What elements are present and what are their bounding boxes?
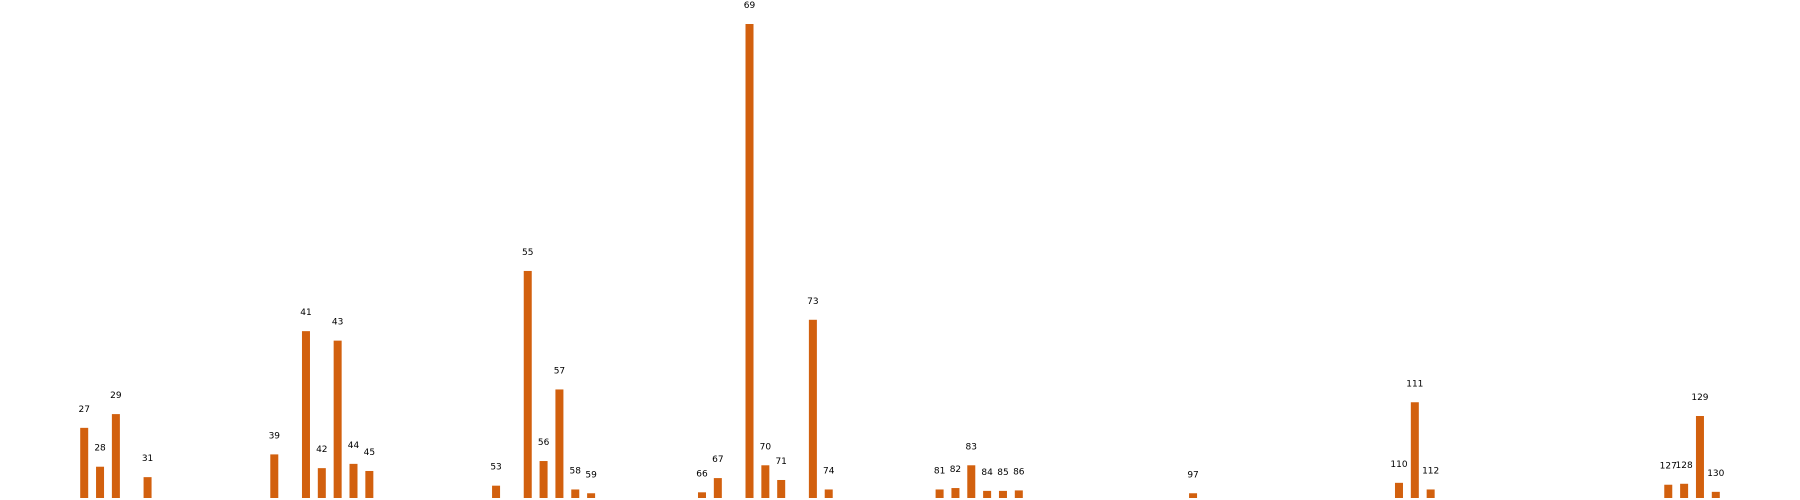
bar-97: [1189, 493, 1198, 498]
bar-127: [1664, 484, 1673, 498]
bar-55: [523, 270, 532, 498]
bar-label-56: 56: [538, 438, 550, 448]
bar-label-55: 55: [522, 248, 533, 258]
bar-series: [80, 24, 1720, 498]
bar-82: [951, 488, 960, 498]
bar-label-74: 74: [823, 466, 835, 476]
bar-83: [967, 465, 976, 498]
bar-label-83: 83: [966, 442, 977, 452]
bar-53: [492, 485, 501, 498]
bar-label-series: 27 28 29 31 39 41 42 43 44 45 53 55 56 57 58 59 66 67 69 70…: [78, 1, 1724, 480]
bar-label-31: 31: [142, 454, 153, 464]
bar-44: [349, 463, 358, 498]
bar-label-84: 84: [981, 468, 993, 478]
bar-56: [539, 461, 548, 498]
bar-label-43: 43: [332, 318, 343, 328]
bar-86: [1014, 490, 1023, 498]
bar-label-82: 82: [950, 465, 961, 475]
bar-28: [96, 466, 105, 498]
bar-label-39: 39: [269, 431, 281, 441]
bar-label-97: 97: [1187, 470, 1198, 480]
bar-45: [365, 470, 374, 498]
bar-label-67: 67: [712, 455, 723, 465]
bar-57: [555, 389, 564, 498]
bar-84: [983, 490, 992, 498]
bar-label-53: 53: [490, 463, 501, 473]
bar-66: [697, 492, 706, 498]
bar-85: [998, 490, 1007, 498]
bar-59: [587, 493, 596, 498]
bar-label-86: 86: [1013, 467, 1025, 477]
bar-label-44: 44: [348, 441, 360, 451]
bar-label-81: 81: [934, 466, 945, 476]
bar-label-73: 73: [807, 297, 818, 307]
bar-label-27: 27: [78, 405, 89, 415]
bar-31: [143, 477, 152, 498]
bar-111: [1410, 402, 1419, 498]
bar-73: [808, 319, 817, 498]
bar-label-112: 112: [1422, 466, 1439, 476]
bar-71: [777, 479, 786, 498]
bar-27: [80, 427, 89, 498]
bar-67: [713, 478, 722, 498]
bar-130: [1711, 491, 1720, 498]
bar-label-129: 129: [1691, 393, 1708, 403]
bar-label-42: 42: [316, 445, 327, 455]
bar-label-29: 29: [110, 391, 122, 401]
bar-81: [935, 489, 944, 498]
bar-label-69: 69: [744, 1, 756, 11]
bar-41: [301, 331, 310, 498]
bar-43: [333, 340, 342, 498]
bar-112: [1426, 489, 1435, 498]
bar-label-41: 41: [300, 308, 311, 318]
bar-label-57: 57: [554, 366, 565, 376]
bar-58: [571, 489, 580, 498]
bar-label-71: 71: [775, 457, 786, 467]
bar-74: [824, 489, 833, 498]
bar-label-66: 66: [696, 469, 708, 479]
bar-39: [270, 454, 279, 498]
bar-label-111: 111: [1406, 379, 1423, 389]
bar-128: [1680, 483, 1689, 498]
bar-label-58: 58: [570, 466, 582, 476]
bar-label-128: 128: [1676, 461, 1693, 471]
bar-label-110: 110: [1390, 460, 1407, 470]
bar-label-59: 59: [585, 470, 597, 480]
bar-label-85: 85: [997, 468, 1008, 478]
bar-label-130: 130: [1707, 469, 1724, 479]
bar-29: [111, 414, 120, 498]
bar-42: [317, 468, 326, 498]
bar-label-28: 28: [94, 444, 106, 454]
bar-label-70: 70: [760, 442, 772, 452]
bar-label-45: 45: [364, 448, 375, 458]
bar-70: [761, 465, 770, 498]
bar-129: [1695, 416, 1704, 498]
bar-69: [745, 24, 754, 498]
bar-label-127: 127: [1660, 462, 1677, 472]
bar-110: [1394, 482, 1403, 498]
